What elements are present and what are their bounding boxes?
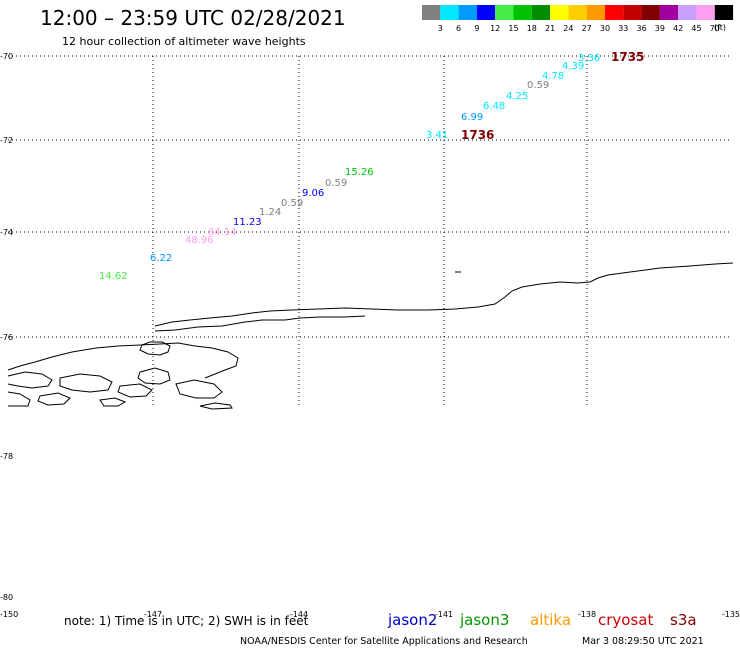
- legend-label: 24: [563, 24, 573, 33]
- lon-tick-label: -141: [435, 610, 453, 619]
- coast-segment-west: [7, 342, 239, 379]
- lat-tick-label: -70: [0, 52, 13, 61]
- graticule: [8, 55, 732, 406]
- wave-height-label: 6.99: [461, 112, 483, 123]
- wave-height-label: 1736: [461, 128, 494, 142]
- legend-label: 33: [618, 24, 628, 33]
- legend-label: 42: [673, 24, 683, 33]
- island-7: [37, 392, 71, 406]
- wave-height-label: 4.78: [542, 71, 564, 82]
- legend-swatch: [586, 5, 605, 20]
- lat-tick-label: -72: [0, 136, 13, 145]
- wave-height-label: 3.41: [426, 130, 448, 141]
- page-subtitle: 12 hour collection of altimeter wave hei…: [62, 35, 306, 48]
- coast-tail: [7, 391, 31, 407]
- island-8: [99, 397, 127, 407]
- wave-height-label: 15.26: [345, 167, 374, 178]
- wave-height-label: 64.14: [208, 227, 237, 238]
- legend-swatch: [495, 5, 514, 20]
- wave-height-label: 6.48: [483, 101, 505, 112]
- coastline: [7, 262, 734, 410]
- satellite-cryosat: cryosat: [598, 611, 653, 629]
- legend-label: 3: [438, 24, 443, 33]
- wave-height-label: 1735: [611, 50, 644, 64]
- island-5: [175, 379, 223, 399]
- legend-label: 27: [582, 24, 592, 33]
- legend-swatch: [458, 5, 477, 20]
- legend-swatch: [531, 5, 551, 20]
- legend-label: 36: [637, 24, 647, 33]
- ice-shelf-lower: [154, 315, 366, 332]
- color-legend: 3 6 9 12 15 18 21 24 27 30 33 36 39 42 45 70: [422, 5, 734, 33]
- legend-swatch: [696, 5, 715, 20]
- wave-height-label: 3.36: [578, 53, 600, 64]
- island-3: [59, 373, 113, 393]
- lon-tick-label: -150: [0, 610, 18, 619]
- legend-swatch: [623, 5, 642, 20]
- satellite-jason3: jason3: [459, 611, 509, 629]
- footer-note: note: 1) Time is in UTC; 2) SWH is in fe…: [64, 614, 309, 628]
- legend-swatch: [440, 5, 459, 20]
- legend-label: 39: [655, 24, 665, 33]
- wave-height-label: 0.59: [325, 178, 347, 189]
- legend-swatch: [714, 5, 734, 20]
- wave-height-label: 11.23: [233, 217, 262, 228]
- wave-height-label: 48.96: [185, 235, 214, 246]
- wave-height-label: 0.59: [527, 80, 549, 91]
- latitude-labels: -70 -72 -74 -76 -78 -80: [0, 52, 13, 602]
- legend-label: 45: [691, 24, 701, 33]
- wave-height-label: 0.59: [281, 198, 303, 209]
- legend-label: 21: [545, 24, 555, 33]
- legend-swatch: [422, 5, 441, 20]
- wave-height-label: 1.24: [259, 207, 281, 218]
- legend-label: 12: [490, 24, 500, 33]
- lat-tick-label: -80: [0, 593, 13, 602]
- wave-height-label: 6.22: [150, 253, 172, 264]
- legend-swatch: [678, 5, 697, 20]
- lon-tick-label: -144: [290, 610, 308, 619]
- legend-label: 15: [508, 24, 518, 33]
- legend-swatch: [659, 5, 679, 20]
- legend-unit: (ft): [714, 23, 726, 32]
- legend-label: 18: [527, 24, 537, 33]
- island-6: [117, 383, 153, 398]
- lon-tick-label: -135: [722, 610, 740, 619]
- wave-height-label: 4.39: [562, 61, 584, 72]
- wave-height-label: 14.62: [99, 271, 128, 282]
- legend-swatch: [476, 5, 496, 20]
- satellite-legend: jason2 jason3 altika cryosat s3a: [387, 611, 697, 629]
- page-title: 12:00 – 23:59 UTC 02/28/2021: [40, 6, 346, 30]
- lon-tick-label: -147: [144, 610, 162, 619]
- legend-swatch: [641, 5, 660, 20]
- footer-credit: NOAA/NESDIS Center for Satellite Applica…: [240, 636, 528, 647]
- footer-timestamp: Mar 3 08:29:50 UTC 2021: [582, 636, 704, 647]
- lon-tick-label: -138: [578, 610, 596, 619]
- legend-swatch: [513, 5, 532, 20]
- legend-label: 30: [600, 24, 610, 33]
- legend-label: 9: [474, 24, 479, 33]
- satellite-altika: altika: [530, 611, 571, 629]
- wave-height-label: 9.06: [302, 188, 324, 199]
- island-4: [137, 367, 171, 385]
- island-9: [199, 402, 233, 410]
- legend-swatch: [605, 5, 624, 20]
- lat-tick-label: -78: [0, 452, 13, 461]
- legend-label: 70: [710, 24, 720, 33]
- lat-tick-label: -74: [0, 228, 13, 237]
- legend-label: 6: [456, 24, 461, 33]
- legend-swatch: [550, 5, 569, 20]
- island-2: [7, 371, 53, 389]
- satellite-jason2: jason2: [387, 611, 437, 629]
- longitude-labels: -150 -147 -144 -141 -138 -135: [0, 610, 740, 619]
- satellite-s3a: s3a: [670, 611, 697, 629]
- legend-swatch: [568, 5, 587, 20]
- ice-shelf-edge: [154, 262, 734, 327]
- lat-tick-label: -76: [0, 333, 13, 342]
- wave-height-label: 4.25: [506, 91, 528, 102]
- island-1: [139, 341, 171, 356]
